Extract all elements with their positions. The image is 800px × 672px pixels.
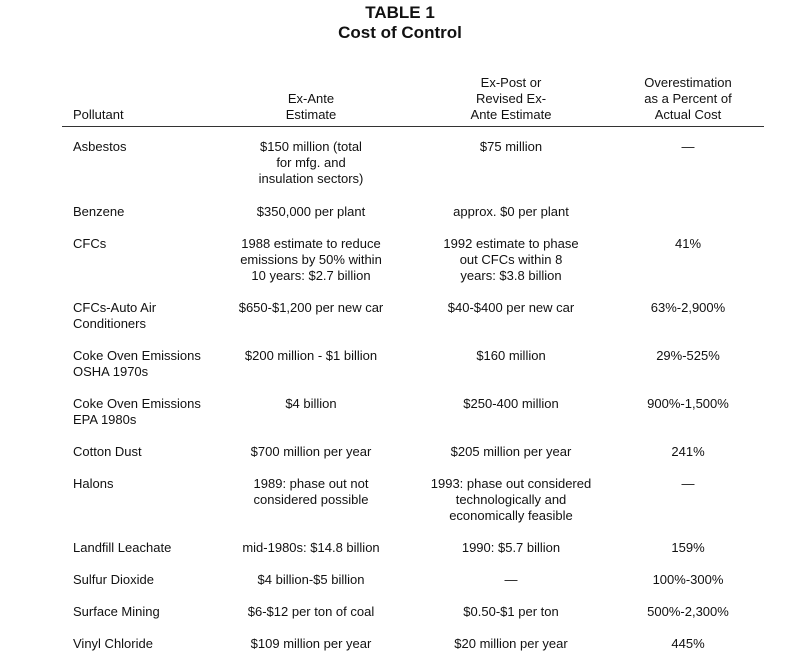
cell-over: 500%-2,300% [647, 604, 729, 619]
column-header: Pollutant [73, 107, 124, 122]
cell-pollutant: CFCs-Auto Air Conditioners [73, 300, 157, 331]
cell-ex-ante: $4 billion-$5 billion [257, 572, 365, 587]
cell-ex-ante: $650-$1,200 per new car [238, 300, 384, 315]
cell-ex-ante: 1989: phase out not considered possible [253, 476, 369, 507]
cell-pollutant: Surface Mining [73, 604, 160, 619]
cell-ex-ante: $200 million - $1 billion [244, 348, 378, 363]
cell-pollutant: Asbestos [73, 139, 127, 154]
cell-ex-post: $0.50-$1 per ton [463, 604, 559, 619]
table-subtitle: Cost of Control [338, 23, 462, 42]
cell-pollutant: Benzene [73, 204, 125, 219]
cell-ex-post: $75 million [479, 139, 543, 154]
cell-pollutant: Coke Oven Emissions OSHA 1970s [73, 348, 201, 379]
cell-ex-ante: $4 billion [285, 396, 337, 411]
cell-ex-ante: $350,000 per plant [256, 204, 366, 219]
cell-over: — [681, 139, 695, 154]
cell-over: 900%-1,500% [647, 396, 729, 411]
cell-ex-post: $250-400 million [463, 396, 559, 411]
column-header: Ex-Ante Estimate [285, 91, 337, 122]
column-header: Ex-Post or Revised Ex- Ante Estimate [470, 75, 552, 122]
cell-ex-post: $160 million [476, 348, 546, 363]
header-divider [62, 126, 764, 127]
cell-ex-post: $20 million per year [454, 636, 568, 651]
cell-ex-post: 1993: phase out considered technologicall… [430, 476, 592, 523]
cell-over: — [681, 476, 695, 491]
cell-ex-ante: $700 million per year [250, 444, 372, 459]
cell-over: 159% [671, 540, 705, 555]
cell-ex-post: $40-$400 per new car [447, 300, 575, 315]
cell-pollutant: Cotton Dust [73, 444, 142, 459]
table-title: TABLE 1 [365, 3, 435, 22]
cell-pollutant: Coke Oven Emissions EPA 1980s [73, 396, 201, 427]
cell-pollutant: Halons [73, 476, 114, 491]
cell-over: 63%-2,900% [650, 300, 726, 315]
cell-over: 100%-300% [652, 572, 724, 587]
cell-ex-post: $205 million per year [450, 444, 572, 459]
cell-pollutant: Landfill Leachate [73, 540, 172, 555]
cell-pollutant: Vinyl Chloride [73, 636, 153, 651]
cell-ex-ante: mid-1980s: $14.8 billion [242, 540, 380, 555]
cell-ex-post: approx. $0 per plant [453, 204, 569, 219]
cell-ex-post: — [504, 572, 518, 587]
cell-over: 241% [671, 444, 705, 459]
cell-pollutant: CFCs [73, 236, 107, 251]
cell-over: 445% [671, 636, 705, 651]
cell-ex-ante: 1988 estimate to reduce emissions by 50% … [240, 236, 382, 283]
column-header: Overestimation as a Percent of Actual Cost [644, 75, 732, 122]
cell-over: 29%-525% [656, 348, 720, 363]
cell-ex-ante: $6-$12 per ton of coal [247, 604, 375, 619]
cell-ex-ante: $150 million (total for mfg. and insulatio… [258, 139, 364, 186]
cell-ex-ante: $109 million per year [250, 636, 372, 651]
cell-over: 41% [674, 236, 702, 251]
cell-ex-post: 1990: $5.7 billion [461, 540, 561, 555]
cell-pollutant: Sulfur Dioxide [73, 572, 154, 587]
